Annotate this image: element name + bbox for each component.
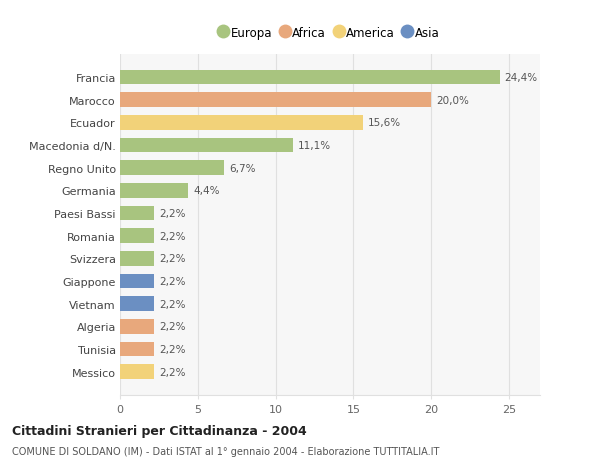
- Bar: [120, 274, 154, 289]
- Text: COMUNE DI SOLDANO (IM) - Dati ISTAT al 1° gennaio 2004 - Elaborazione TUTTITALIA: COMUNE DI SOLDANO (IM) - Dati ISTAT al 1…: [12, 446, 439, 456]
- Bar: [120, 252, 154, 266]
- Text: 6,7%: 6,7%: [229, 163, 256, 174]
- Bar: [120, 297, 154, 312]
- Text: 2,2%: 2,2%: [159, 208, 185, 218]
- Bar: [120, 184, 188, 198]
- Bar: [120, 342, 154, 357]
- Bar: [120, 319, 154, 334]
- Bar: [120, 138, 293, 153]
- Text: 11,1%: 11,1%: [298, 141, 331, 151]
- Text: 2,2%: 2,2%: [159, 254, 185, 264]
- Text: 2,2%: 2,2%: [159, 276, 185, 286]
- Text: 15,6%: 15,6%: [367, 118, 400, 128]
- Text: Cittadini Stranieri per Cittadinanza - 2004: Cittadini Stranieri per Cittadinanza - 2…: [12, 425, 307, 437]
- Text: 2,2%: 2,2%: [159, 322, 185, 332]
- Bar: [120, 364, 154, 379]
- Legend: Europa, Africa, America, Asia: Europa, Africa, America, Asia: [220, 27, 440, 40]
- Text: 4,4%: 4,4%: [193, 186, 220, 196]
- Bar: [120, 161, 224, 176]
- Text: 24,4%: 24,4%: [504, 73, 538, 83]
- Text: 20,0%: 20,0%: [436, 95, 469, 106]
- Bar: [120, 116, 362, 130]
- Text: 2,2%: 2,2%: [159, 367, 185, 377]
- Text: 2,2%: 2,2%: [159, 231, 185, 241]
- Bar: [120, 93, 431, 108]
- Bar: [120, 71, 500, 85]
- Bar: [120, 206, 154, 221]
- Bar: [120, 229, 154, 244]
- Text: 2,2%: 2,2%: [159, 299, 185, 309]
- Text: 2,2%: 2,2%: [159, 344, 185, 354]
